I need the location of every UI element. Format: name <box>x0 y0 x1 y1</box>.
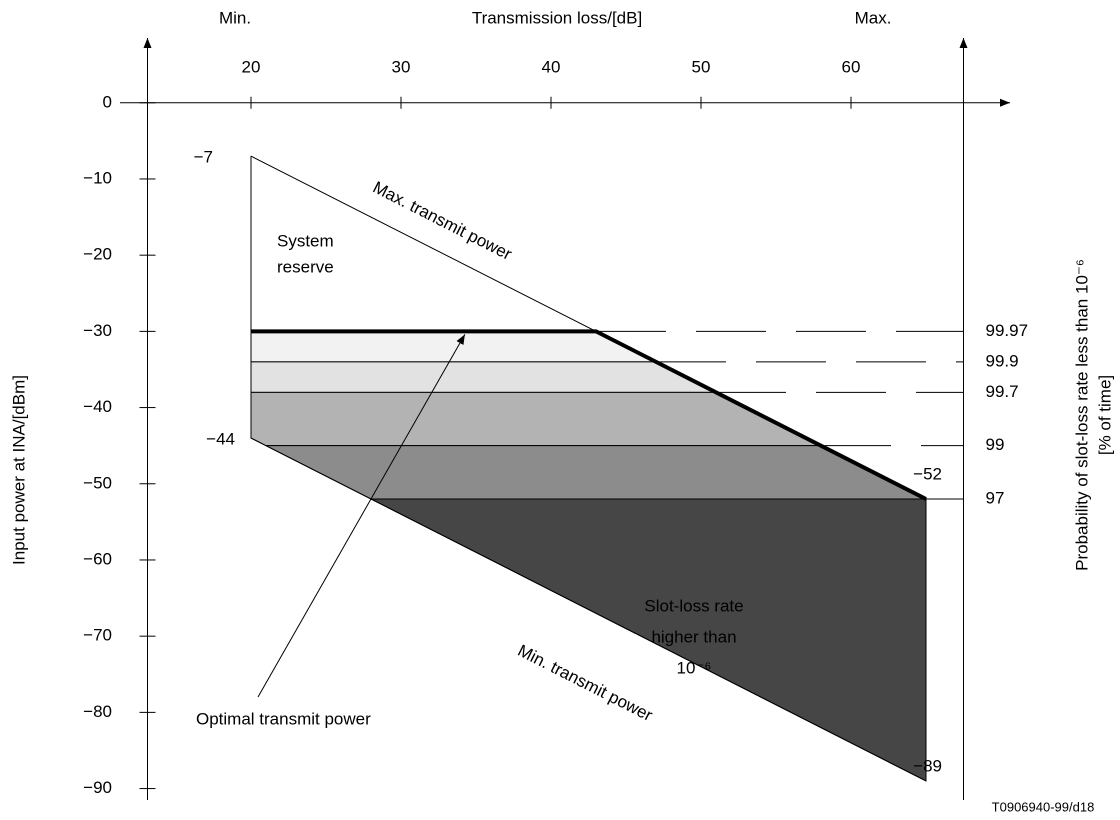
y2-tick-label: 99.9 <box>986 351 1019 370</box>
y-tick-label: −90 <box>83 778 112 797</box>
x-tick-label: 60 <box>842 57 861 76</box>
x-tick-label: 20 <box>242 57 261 76</box>
annotation: 10⁻⁶ <box>677 658 712 677</box>
y2-axis-title: Probability of slot-loss rate less than … <box>1072 259 1091 571</box>
y2-axis-title: [% of time] <box>1095 375 1114 455</box>
series-label: Optimal transmit power <box>196 709 371 728</box>
annotation: reserve <box>277 257 334 276</box>
series-label: Min. transmit power <box>515 641 656 725</box>
y-tick-label: −40 <box>83 397 112 416</box>
y-tick-label: −70 <box>83 626 112 645</box>
annotation-arrow <box>257 334 466 698</box>
annotation: higher than <box>651 627 736 646</box>
y2-tick-label: 99.7 <box>986 382 1019 401</box>
y-tick-label: −60 <box>83 549 112 568</box>
footnote: T0906940-99/d18 <box>992 799 1095 814</box>
x-max-label: Max. <box>855 8 892 27</box>
x-tick-label: 40 <box>542 57 561 76</box>
y-axis-title: Input power at INA/[dBm] <box>9 375 28 565</box>
y2-tick-label: 97 <box>986 488 1005 507</box>
series-line <box>250 437 927 782</box>
y-tick-label: −20 <box>83 245 112 264</box>
y-tick-label: −50 <box>83 473 112 492</box>
point-label: −44 <box>206 430 235 449</box>
y2-tick-label: 99 <box>986 435 1005 454</box>
x-min-label: Min. <box>219 8 251 27</box>
series-label: Max. transmit power <box>370 178 515 264</box>
x-tick-label: 50 <box>692 57 711 76</box>
band-region <box>250 330 657 363</box>
annotation: System <box>277 231 334 250</box>
y-tick-label: −10 <box>83 168 112 187</box>
y-tick-label: 0 <box>103 92 112 111</box>
band-region <box>250 361 717 393</box>
band-region <box>265 445 927 500</box>
plot: 99.97 99.9 99.7 99 97 Max. transmit power Min.… <box>83 38 1028 800</box>
y-tick-label: −30 <box>83 321 112 340</box>
x-tick-label: 30 <box>392 57 411 76</box>
series-line <box>251 329 927 501</box>
point-label: −52 <box>913 464 942 483</box>
y2-tick-label: 99.97 <box>986 321 1029 340</box>
annotation: Slot-loss rate <box>644 596 743 615</box>
y-tick-label: −80 <box>83 702 112 721</box>
point-label: −89 <box>913 756 942 775</box>
x-axis-title: Transmission loss/[dB] <box>472 8 642 27</box>
point-label: −7 <box>194 148 213 167</box>
